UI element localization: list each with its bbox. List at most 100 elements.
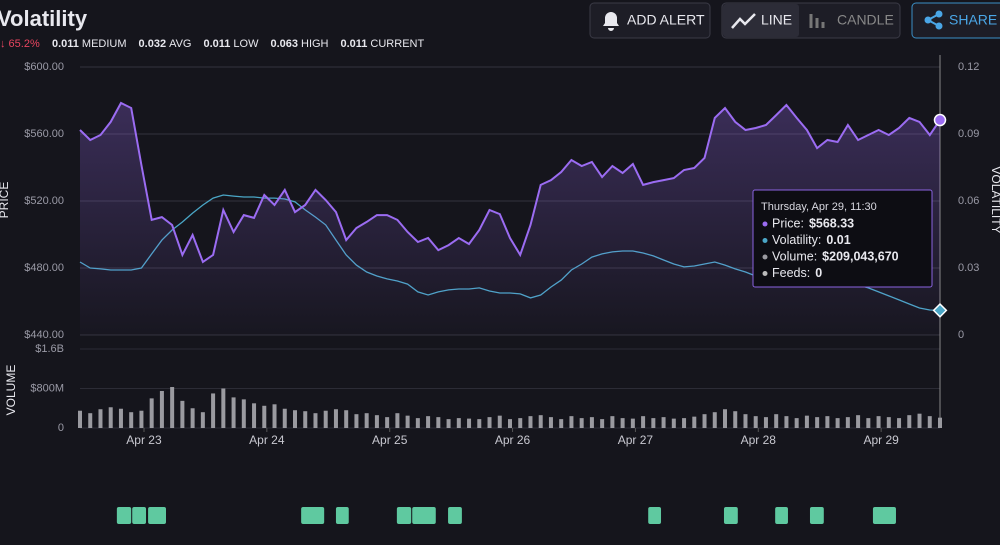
tooltip-time: Thursday, Apr 29, 11:30 xyxy=(761,201,877,213)
volume-bar xyxy=(436,417,441,428)
volume-tick-label: 0 xyxy=(58,422,64,434)
volume-bar xyxy=(835,418,840,428)
stat-label: HIGH xyxy=(301,38,329,50)
price-area xyxy=(80,103,940,335)
volatility-cursor xyxy=(932,303,948,318)
stat-value: 0.063 xyxy=(270,38,298,50)
feed-marker xyxy=(872,507,896,524)
feed-marker xyxy=(448,507,462,524)
volume-bar xyxy=(712,412,717,428)
volume-bar xyxy=(200,412,205,428)
feed-marker xyxy=(148,507,166,524)
y-tick-label: $520.00 xyxy=(24,195,64,207)
y2-tick-label: 0.12 xyxy=(958,61,979,73)
feed-marker xyxy=(396,507,412,524)
volume-bar xyxy=(917,413,922,428)
volume-bar xyxy=(620,418,625,428)
feed-marker xyxy=(335,507,349,524)
volume-bar xyxy=(856,415,861,428)
add-alert-button[interactable] xyxy=(589,2,711,39)
volume-bar xyxy=(897,418,902,428)
y-tick-label: $600.00 xyxy=(24,61,64,73)
volume-bar xyxy=(395,413,400,428)
stats: 0.011 MEDIUM 0.032 AVG 0.011 LOW 0.063 HIGH 0.01… xyxy=(52,38,424,50)
volume-bar xyxy=(733,411,738,428)
volume-bar xyxy=(641,416,646,428)
volume-bar xyxy=(139,410,144,428)
volume-bar xyxy=(630,418,635,428)
volume-bar xyxy=(886,417,891,428)
volume-bar xyxy=(231,397,236,428)
volume-bar xyxy=(477,419,482,428)
y2-tick-label: 0 xyxy=(958,329,964,341)
volume-bar xyxy=(180,400,185,428)
volume-bar xyxy=(784,416,789,428)
x-tick-label: Apr 25 xyxy=(372,433,408,447)
x-tick-label: Apr 24 xyxy=(249,433,285,447)
stat-value: 0.011 xyxy=(52,38,79,50)
tooltip-label: Volatility: xyxy=(772,233,821,247)
x-tick-label: Apr 29 xyxy=(863,433,899,447)
feed-marker xyxy=(775,507,788,524)
price-line xyxy=(79,101,941,264)
volume-bar xyxy=(374,415,379,428)
volume-bar xyxy=(815,417,820,428)
volume-bar xyxy=(149,398,154,428)
x-tick-label: Apr 26 xyxy=(495,433,531,447)
candle-icon xyxy=(809,14,825,28)
tooltip-label: Feeds: xyxy=(772,266,810,280)
volume-bar xyxy=(538,415,543,428)
volume-bar xyxy=(907,415,912,428)
volume-bar xyxy=(866,418,871,428)
volume-bar xyxy=(804,415,809,428)
volume-bar xyxy=(845,417,850,428)
volume-bar xyxy=(88,413,93,428)
button-label: SHARE xyxy=(949,12,997,28)
stat-label: AVG xyxy=(169,38,191,50)
volume-bar xyxy=(702,414,707,428)
price-cursor xyxy=(933,113,947,127)
volume-bar xyxy=(364,413,369,428)
volume-bar xyxy=(518,418,523,428)
volume-bar xyxy=(548,417,553,428)
y2-axis-label: VOLATILITY xyxy=(989,166,1000,233)
volume-bar xyxy=(497,415,502,428)
volume-bar xyxy=(333,409,338,428)
x-tick-label: Apr 28 xyxy=(741,433,777,447)
volume-bar xyxy=(528,416,533,428)
stat-label: MEDIUM xyxy=(82,38,127,50)
volume-bar xyxy=(661,417,666,428)
volume-axis-label: VOLUME xyxy=(4,365,18,416)
change: ↓ 65.2% xyxy=(0,38,40,50)
volume-bar xyxy=(579,418,584,428)
volume-bar xyxy=(170,387,175,428)
volume-bar xyxy=(293,410,297,428)
tooltip-dot xyxy=(762,271,768,276)
feed-marker xyxy=(132,507,147,524)
y-tick-label: $440.00 xyxy=(24,329,64,341)
y-tick-label: $560.00 xyxy=(24,128,64,140)
volume-bar xyxy=(272,404,277,428)
volume-bar xyxy=(692,416,697,428)
line-button[interactable] xyxy=(723,4,799,37)
volume-bar xyxy=(559,419,564,428)
y-axis-label: PRICE xyxy=(0,182,11,219)
volume-bar xyxy=(763,417,768,428)
share-button[interactable] xyxy=(911,2,1000,39)
stat-value: 0.011 xyxy=(341,38,368,50)
volume-bar xyxy=(723,409,727,428)
volume-bar xyxy=(98,409,103,428)
tooltip-dot xyxy=(762,254,768,260)
feed-marker xyxy=(301,507,325,524)
volume-bar xyxy=(600,419,605,428)
volume-bar xyxy=(129,412,134,428)
volume-tick-label: $1.6B xyxy=(35,343,64,355)
volume-bar xyxy=(569,416,574,428)
volume-bar xyxy=(651,418,656,428)
volume-bar xyxy=(190,408,195,428)
volume-bar xyxy=(241,399,246,428)
feed-marker xyxy=(723,507,738,524)
tooltip-value: 0.01 xyxy=(826,233,850,247)
x-tick-label: Apr 27 xyxy=(618,433,654,447)
volume-bar xyxy=(743,414,748,428)
